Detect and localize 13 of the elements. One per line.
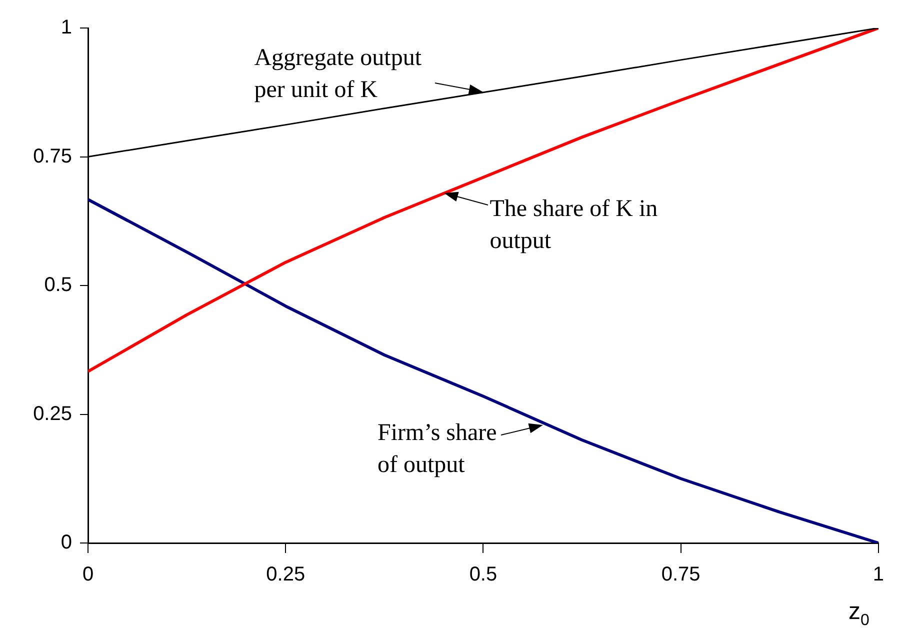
y-tick-label: 1 [60, 16, 72, 39]
annotation: Firm’s share of output [378, 418, 498, 480]
x-tick-label: 0.25 [266, 564, 306, 586]
x-tick-label: 1 [872, 564, 884, 586]
x-tick-label: 0 [82, 564, 94, 586]
y-tick-label: 0.5 [44, 274, 72, 296]
y-tick-label: 0 [60, 532, 72, 554]
annotation: Aggregate output per unit of K [254, 44, 423, 106]
annotation: The share of K in output [490, 195, 659, 256]
y-tick-label: 0.75 [33, 145, 72, 168]
x-tick-label: 0.5 [469, 564, 498, 586]
y-tick-label: 0.25 [33, 402, 72, 425]
x-tick-label: 0.75 [661, 564, 700, 586]
